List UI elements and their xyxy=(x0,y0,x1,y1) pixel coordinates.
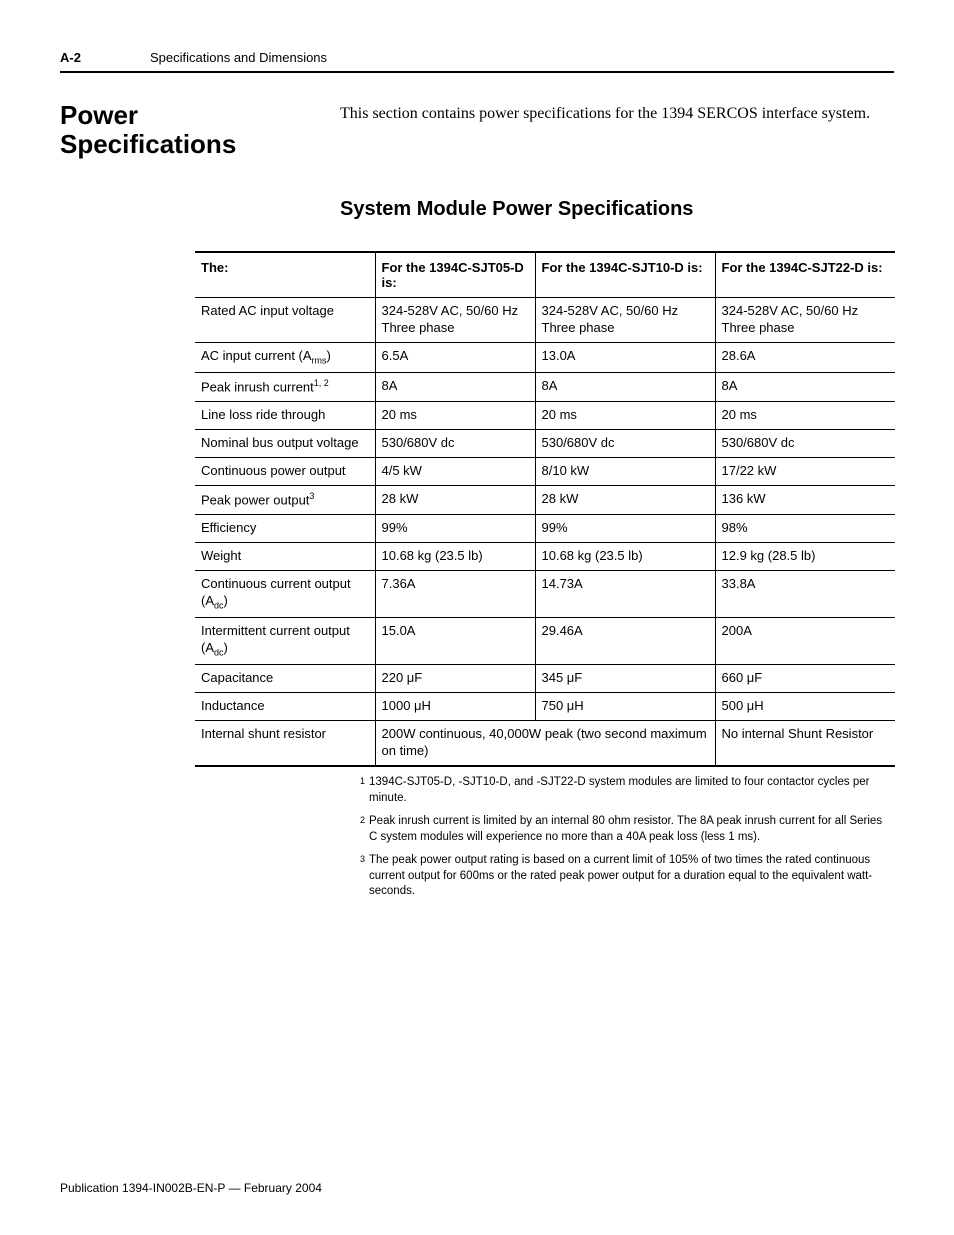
row-cell: 20 ms xyxy=(535,402,715,430)
row-cell: 8A xyxy=(535,373,715,402)
row-label: Efficiency xyxy=(195,515,375,543)
row-cell: 20 ms xyxy=(715,402,895,430)
row-cell: 1000 μH xyxy=(375,693,535,721)
row-label: Capacitance xyxy=(195,665,375,693)
chapter-title: Specifications and Dimensions xyxy=(150,50,327,65)
th-col2: For the 1394C-SJT10-D is: xyxy=(535,252,715,298)
row-cell: 98% xyxy=(715,515,895,543)
row-cell: 15.0A xyxy=(375,618,535,665)
table-row: Continuous current output (Adc)7.36A14.7… xyxy=(195,571,895,618)
row-cell: 8A xyxy=(715,373,895,402)
row-cell: 660 μF xyxy=(715,665,895,693)
row-label: Line loss ride through xyxy=(195,402,375,430)
th-col3: For the 1394C-SJT22-D is: xyxy=(715,252,895,298)
table-row: Continuous power output4/5 kW8/10 kW17/2… xyxy=(195,458,895,486)
row-label: Peak inrush current1, 2 xyxy=(195,373,375,402)
row-cell: 17/22 kW xyxy=(715,458,895,486)
row-cell: No internal Shunt Resistor xyxy=(715,721,895,766)
row-cell-span: 200W continuous, 40,000W peak (two secon… xyxy=(375,721,715,766)
row-cell: 530/680V dc xyxy=(715,430,895,458)
row-cell: 4/5 kW xyxy=(375,458,535,486)
row-cell: 530/680V dc xyxy=(375,430,535,458)
table-row: Capacitance220 μF345 μF660 μF xyxy=(195,665,895,693)
footnote-3: 3The peak power output rating is based o… xyxy=(360,853,890,900)
table-row: Nominal bus output voltage530/680V dc530… xyxy=(195,430,895,458)
row-cell: 14.73A xyxy=(535,571,715,618)
table-row: Line loss ride through20 ms20 ms20 ms xyxy=(195,402,895,430)
row-label: Nominal bus output voltage xyxy=(195,430,375,458)
footnote-2: 2Peak inrush current is limited by an in… xyxy=(360,814,890,845)
row-cell: 13.0A xyxy=(535,342,715,372)
row-cell: 324-528V AC, 50/60 Hz Three phase xyxy=(535,298,715,343)
table-row: AC input current (Arms)6.5A13.0A28.6A xyxy=(195,342,895,372)
row-cell: 10.68 kg (23.5 lb) xyxy=(375,543,535,571)
table-row: Intermittent current output (Adc)15.0A29… xyxy=(195,618,895,665)
row-cell: 6.5A xyxy=(375,342,535,372)
row-cell: 500 μH xyxy=(715,693,895,721)
sub-heading: System Module Power Specifications xyxy=(340,198,894,221)
row-label: Inductance xyxy=(195,693,375,721)
row-cell: 8A xyxy=(375,373,535,402)
row-label: Internal shunt resistor xyxy=(195,721,375,766)
table-row: Weight10.68 kg (23.5 lb)10.68 kg (23.5 l… xyxy=(195,543,895,571)
footnote-1: 11394C-SJT05-D, -SJT10-D, and -SJT22-D s… xyxy=(360,775,890,806)
section-heading: Power Specifications xyxy=(60,101,320,158)
row-cell: 33.8A xyxy=(715,571,895,618)
row-cell: 28 kW xyxy=(375,486,535,515)
row-cell: 530/680V dc xyxy=(535,430,715,458)
row-label: AC input current (Arms) xyxy=(195,342,375,372)
table-row: Rated AC input voltage324-528V AC, 50/60… xyxy=(195,298,895,343)
footnotes: 11394C-SJT05-D, -SJT10-D, and -SJT22-D s… xyxy=(360,775,890,900)
table-row: Inductance1000 μH750 μH500 μH xyxy=(195,693,895,721)
row-label: Intermittent current output (Adc) xyxy=(195,618,375,665)
row-cell: 8/10 kW xyxy=(535,458,715,486)
row-label: Rated AC input voltage xyxy=(195,298,375,343)
row-cell: 7.36A xyxy=(375,571,535,618)
row-cell: 28.6A xyxy=(715,342,895,372)
row-cell: 28 kW xyxy=(535,486,715,515)
th-label: The: xyxy=(195,252,375,298)
row-label: Continuous current output (Adc) xyxy=(195,571,375,618)
row-cell: 20 ms xyxy=(375,402,535,430)
row-cell: 200A xyxy=(715,618,895,665)
row-cell: 10.68 kg (23.5 lb) xyxy=(535,543,715,571)
row-label: Peak power output3 xyxy=(195,486,375,515)
row-cell: 345 μF xyxy=(535,665,715,693)
row-cell: 99% xyxy=(375,515,535,543)
row-cell: 220 μF xyxy=(375,665,535,693)
table-row: Internal shunt resistor200W continuous, … xyxy=(195,721,895,766)
spec-table: The: For the 1394C-SJT05-D is: For the 1… xyxy=(195,251,895,767)
row-cell: 12.9 kg (28.5 lb) xyxy=(715,543,895,571)
row-cell: 750 μH xyxy=(535,693,715,721)
section-intro-text: This section contains power specificatio… xyxy=(340,101,894,158)
table-row: Peak inrush current1, 28A8A8A xyxy=(195,373,895,402)
section-intro-row: Power Specifications This section contai… xyxy=(60,101,894,158)
row-cell: 99% xyxy=(535,515,715,543)
table-row: Peak power output328 kW28 kW136 kW xyxy=(195,486,895,515)
page-header: A-2 Specifications and Dimensions xyxy=(60,50,894,73)
page-number: A-2 xyxy=(60,50,150,65)
table-header-row: The: For the 1394C-SJT05-D is: For the 1… xyxy=(195,252,895,298)
row-label: Continuous power output xyxy=(195,458,375,486)
row-cell: 324-528V AC, 50/60 Hz Three phase xyxy=(375,298,535,343)
publication-footer: Publication 1394-IN002B-EN-P — February … xyxy=(60,1181,322,1195)
row-cell: 29.46A xyxy=(535,618,715,665)
table-row: Efficiency99%99%98% xyxy=(195,515,895,543)
th-col1: For the 1394C-SJT05-D is: xyxy=(375,252,535,298)
row-label: Weight xyxy=(195,543,375,571)
row-cell: 136 kW xyxy=(715,486,895,515)
row-cell: 324-528V AC, 50/60 Hz Three phase xyxy=(715,298,895,343)
